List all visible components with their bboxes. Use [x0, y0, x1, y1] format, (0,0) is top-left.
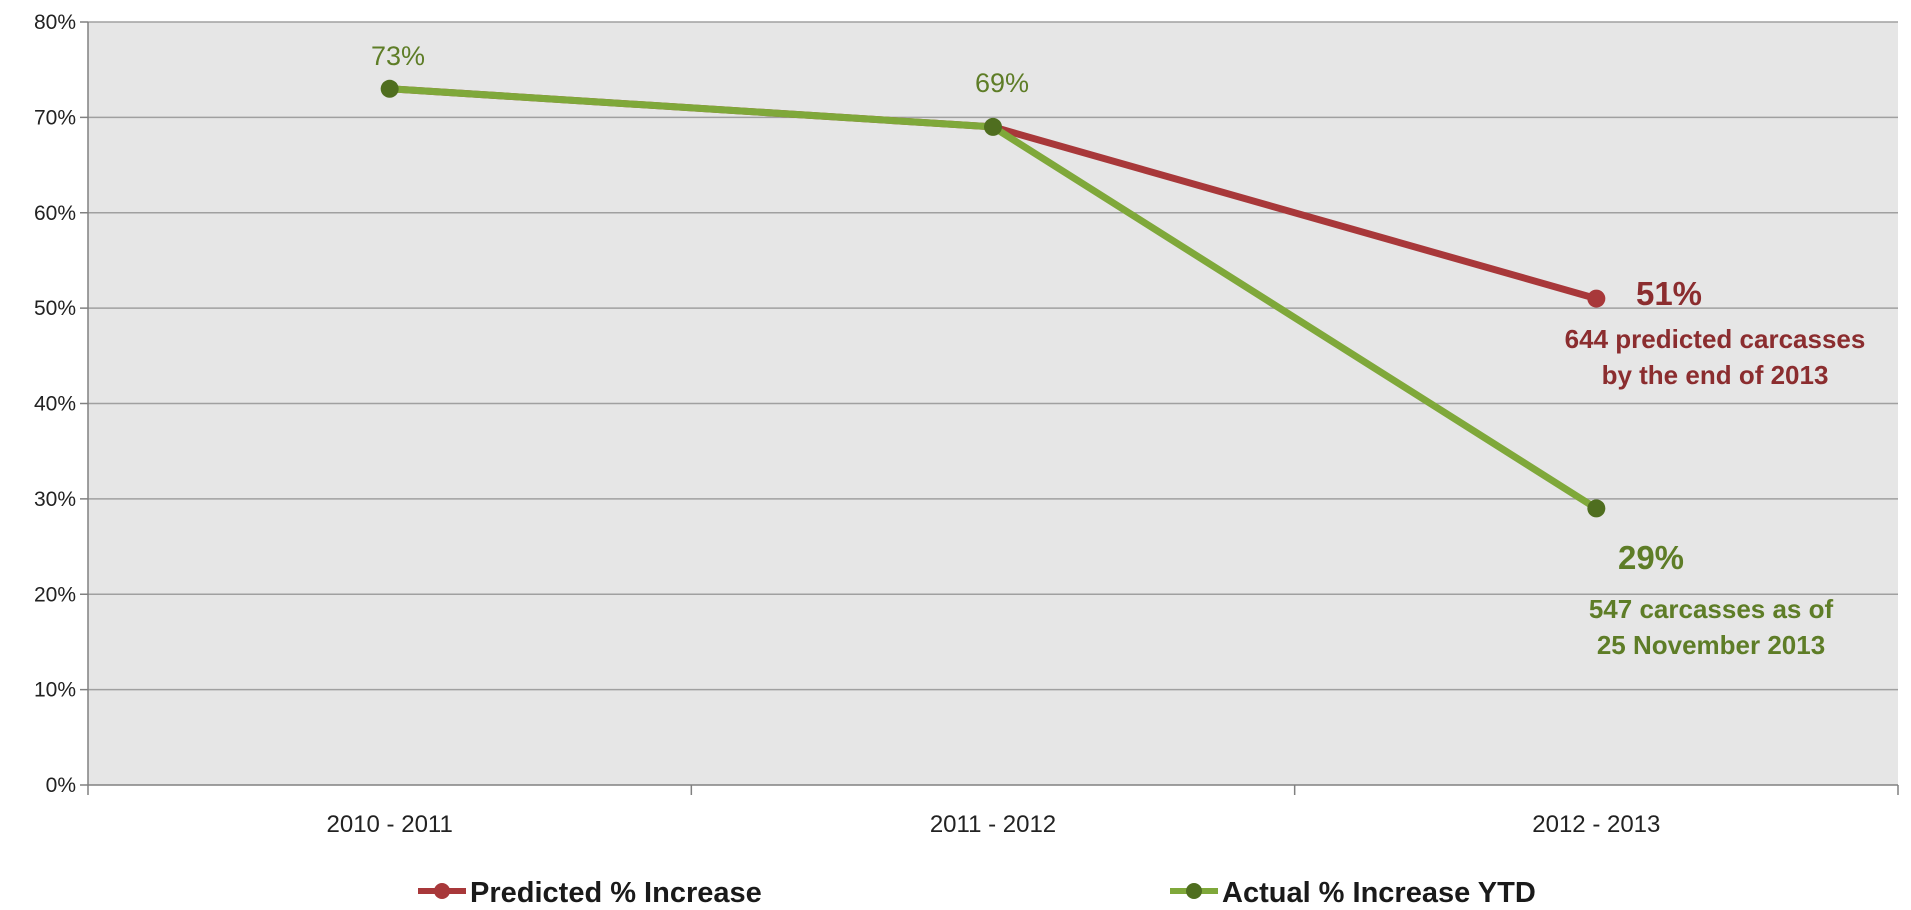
- y-tick-label: 60%: [34, 202, 76, 225]
- annotation-predicted-end-value: 51%: [1636, 275, 1702, 312]
- legend-label-actual: Actual % Increase YTD: [1222, 877, 1536, 909]
- y-tick-label: 30%: [34, 488, 76, 511]
- data-point-actual: [984, 117, 1002, 136]
- y-tick-label: 80%: [34, 11, 76, 34]
- y-tick-label: 40%: [34, 393, 76, 416]
- annotation-second-point: 69%: [975, 68, 1029, 98]
- y-axis: 0% 10% 20% 30% 40% 50% 60% 70% 80%: [34, 11, 89, 797]
- y-tick-label: 20%: [34, 583, 76, 606]
- legend-item-predicted[interactable]: Predicted % Increase: [418, 877, 762, 909]
- x-axis: 2010 - 2011 2011 - 2012 2012 - 2013: [87, 784, 1899, 838]
- y-tick-label: 70%: [34, 106, 76, 129]
- gridlines: [88, 21, 1898, 691]
- annotation-actual-note-line2: 25 November 2013: [1597, 630, 1825, 660]
- x-tick-label: 2011 - 2012: [930, 811, 1056, 838]
- annotation-actual-end-value: 29%: [1618, 539, 1684, 576]
- y-tick-label: 0%: [46, 774, 76, 797]
- annotation-actual-note-line1: 547 carcasses as of: [1589, 594, 1834, 624]
- data-point-actual: [1587, 499, 1606, 518]
- legend-label-predicted: Predicted % Increase: [470, 877, 762, 909]
- y-tick-label: 50%: [34, 297, 76, 320]
- legend: Predicted % Increase Actual % Increase Y…: [418, 877, 1536, 909]
- x-tick-label: 2012 - 2013: [1532, 811, 1660, 838]
- annotation-predicted-note-line2: by the end of 2013: [1602, 360, 1829, 390]
- legend-item-actual[interactable]: Actual % Increase YTD: [1170, 877, 1536, 909]
- annotation-predicted-note-line1: 644 predicted carcasses: [1565, 324, 1866, 354]
- x-tick-label: 2010 - 2011: [327, 811, 453, 838]
- legend-swatch-actual-marker: [1186, 883, 1202, 899]
- legend-swatch-predicted-marker: [434, 883, 450, 899]
- y-tick-label: 10%: [34, 679, 76, 702]
- data-point-actual: [380, 79, 399, 98]
- data-point-predicted: [1587, 289, 1606, 308]
- series-lines: [380, 79, 1606, 518]
- annotation-first-point: 73%: [371, 41, 425, 71]
